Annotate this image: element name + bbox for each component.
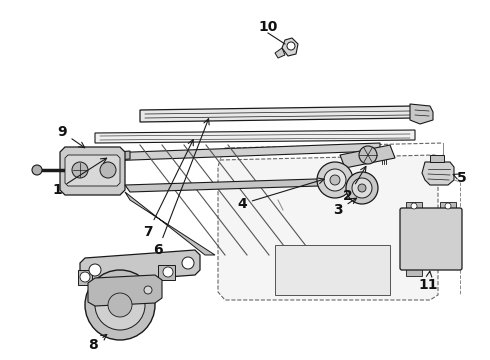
Text: 7: 7 [143,140,193,239]
Polygon shape [95,130,415,143]
Polygon shape [140,106,415,122]
Circle shape [95,280,145,330]
Circle shape [324,169,346,191]
Polygon shape [95,143,380,165]
Text: 2: 2 [343,166,366,203]
Circle shape [411,203,417,209]
Circle shape [144,286,152,294]
Text: 6: 6 [153,119,209,257]
Text: 10: 10 [258,20,278,34]
Polygon shape [125,192,215,255]
Polygon shape [275,245,390,295]
Text: 1: 1 [52,158,107,197]
Circle shape [89,264,101,276]
Text: 3: 3 [333,198,357,217]
Circle shape [182,257,194,269]
Polygon shape [218,155,438,300]
Circle shape [445,203,451,209]
Polygon shape [440,202,456,210]
Circle shape [358,184,366,192]
Circle shape [85,270,155,340]
Polygon shape [78,270,92,285]
Polygon shape [410,104,433,124]
Text: 4: 4 [237,178,324,211]
Circle shape [359,146,377,164]
Circle shape [330,175,340,185]
Polygon shape [88,275,162,306]
Circle shape [32,165,42,175]
Circle shape [72,162,88,178]
Polygon shape [282,38,298,56]
Polygon shape [158,265,175,280]
Polygon shape [340,145,395,168]
Circle shape [163,267,173,277]
Text: 9: 9 [57,125,85,148]
Text: 8: 8 [88,334,107,352]
Circle shape [80,272,90,282]
Polygon shape [60,147,125,195]
Polygon shape [422,162,454,185]
Circle shape [287,42,295,50]
Circle shape [352,178,372,198]
Polygon shape [406,268,422,276]
Text: 5: 5 [453,171,467,185]
Circle shape [317,162,353,198]
Text: 11: 11 [418,271,438,292]
Polygon shape [275,48,285,58]
FancyBboxPatch shape [400,208,462,270]
Circle shape [346,172,378,204]
Polygon shape [105,151,130,161]
Polygon shape [125,178,350,192]
Polygon shape [80,250,200,283]
Polygon shape [65,155,120,186]
Circle shape [108,293,132,317]
Circle shape [100,162,116,178]
Polygon shape [406,202,422,210]
Polygon shape [430,155,444,162]
